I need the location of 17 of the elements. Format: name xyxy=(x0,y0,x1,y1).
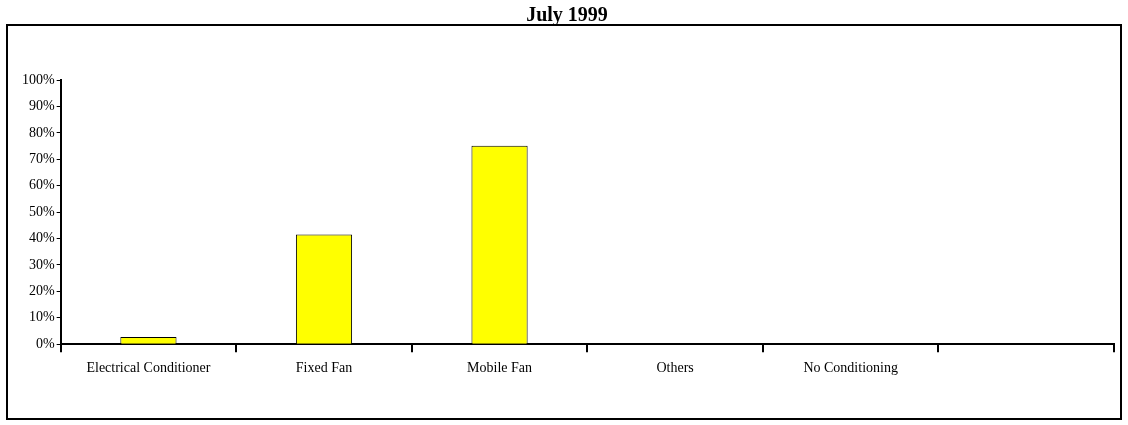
y-tick-label: 10% xyxy=(28,309,55,325)
y-tick-label: 30% xyxy=(28,256,55,272)
y-tick-label: 0% xyxy=(35,335,55,351)
y-tick-label: 70% xyxy=(28,150,55,166)
x-tick-label: Fixed Fan xyxy=(295,360,353,376)
y-tick-label: 90% xyxy=(28,98,55,114)
y-tick-label: 80% xyxy=(28,124,55,140)
y-tick-label: 20% xyxy=(28,283,55,299)
y-tick-label: 60% xyxy=(28,177,55,193)
x-tick-label: Electrical Conditioner xyxy=(86,360,211,376)
y-tick-label: 100% xyxy=(21,71,55,87)
chart-title: July 1999 xyxy=(526,3,608,27)
x-tick-label: Others xyxy=(656,360,694,376)
y-tick-label: 50% xyxy=(28,203,55,219)
x-tick-label: Mobile Fan xyxy=(467,360,533,376)
x-tick-label: No Conditioning xyxy=(803,360,898,376)
y-tick-label: 40% xyxy=(28,230,55,246)
